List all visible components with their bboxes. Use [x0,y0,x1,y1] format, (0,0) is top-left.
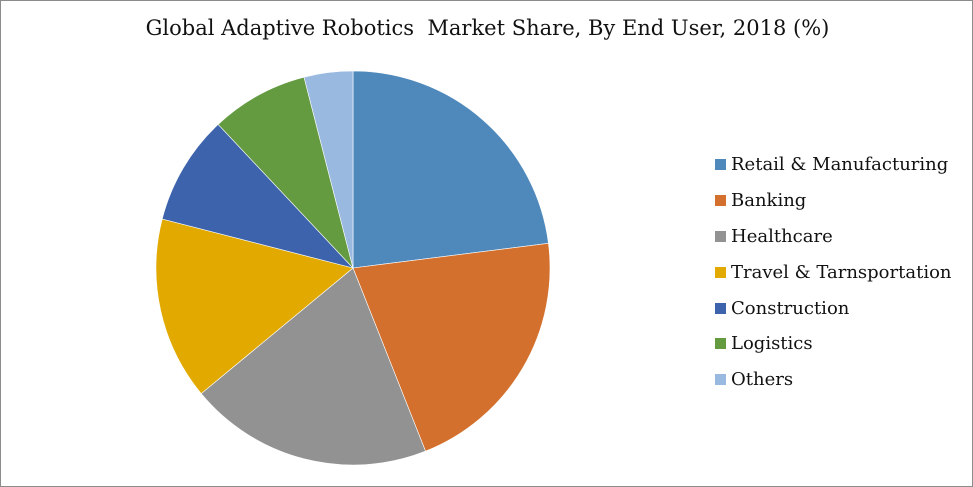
legend-item-healthcare: Healthcare [715,219,952,255]
legend-swatch [715,230,726,242]
legend-label: Travel & Tarnsportation [731,261,952,283]
chart-legend: Retail & Manufacturing Banking Healthcar… [715,147,952,398]
legend-item-retail-manufacturing: Retail & Manufacturing [715,147,952,183]
legend-item-construction: Construction [715,290,952,326]
pie-slice-banking [352,242,551,452]
pie-slice-construction [161,123,354,269]
legend-label: Others [731,369,794,391]
legend-label: Logistics [731,333,813,355]
legend-label: Construction [731,297,850,319]
legend-swatch [715,302,726,314]
pie-slice-logistics [217,76,354,269]
legend-item-banking: Banking [715,183,952,219]
legend-item-logistics: Logistics [715,326,952,362]
legend-label: Banking [731,190,807,212]
legend-item-others: Others [715,362,952,398]
legend-swatch [715,266,726,278]
legend-swatch [715,195,726,207]
legend-swatch [715,338,726,350]
pie-slice-healthcare [200,267,426,466]
pie-slice-retail-manufacturing [352,70,549,269]
legend-item-travel-transportation: Travel & Tarnsportation [715,254,952,290]
legend-swatch [715,374,726,386]
pie-slice-travel-tarnsportation [155,218,354,394]
chart-title: Global Adaptive Robotics Market Share, B… [145,16,830,40]
pie-slice-others [303,70,354,269]
legend-label: Retail & Manufacturing [731,154,949,176]
legend-swatch [715,159,726,171]
legend-label: Healthcare [731,225,833,247]
